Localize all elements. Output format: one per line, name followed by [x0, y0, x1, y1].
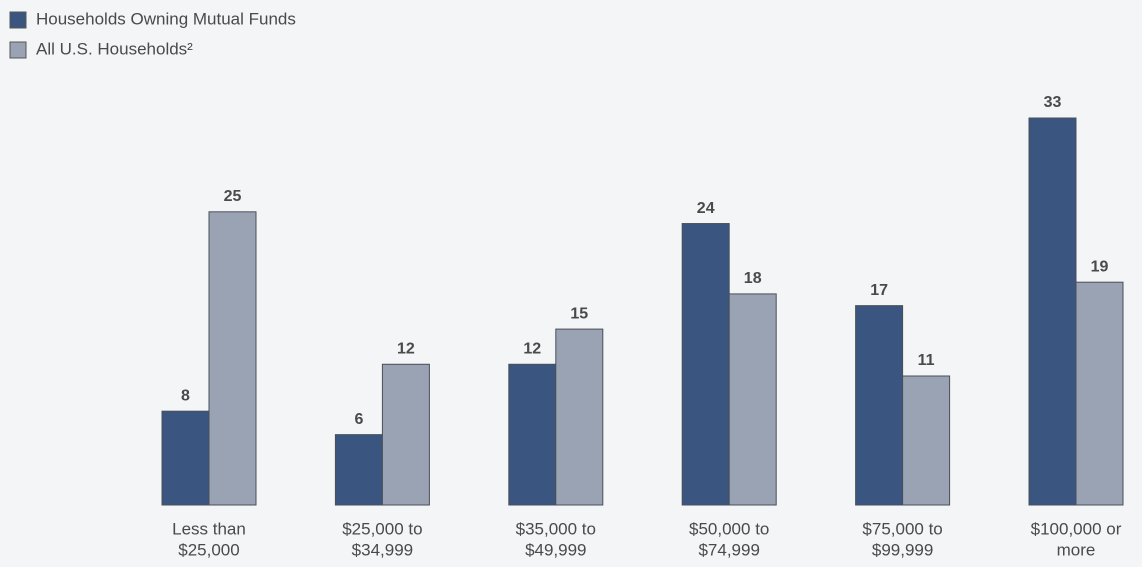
bar	[681, 223, 730, 506]
x-tick-label: $25,000	[178, 540, 239, 559]
bar	[1075, 281, 1124, 506]
bar	[555, 328, 604, 506]
bar	[728, 293, 777, 506]
x-tick-label: $99,999	[872, 540, 933, 559]
x-tick-label: more	[1057, 540, 1096, 559]
legend-label: Households Owning Mutual Funds	[36, 9, 296, 28]
value-label: 8	[181, 387, 190, 404]
value-label: 12	[397, 340, 415, 357]
value-label: 18	[744, 270, 762, 287]
value-label: 6	[354, 411, 363, 428]
value-label: 19	[1091, 258, 1109, 275]
x-tick-label: $74,999	[698, 540, 759, 559]
legend-label: All U.S. Households²	[36, 39, 193, 58]
value-label: 25	[224, 188, 242, 205]
value-label: 11	[918, 352, 935, 369]
legend-swatch	[9, 11, 27, 29]
x-tick-label: $49,999	[525, 540, 586, 559]
x-tick-label: $50,000 to	[689, 519, 769, 538]
x-tick-label: $34,999	[352, 540, 413, 559]
bar	[208, 211, 257, 506]
value-label: 33	[1044, 94, 1062, 111]
x-tick-label: Less than	[172, 519, 246, 538]
value-label: 15	[570, 305, 588, 322]
x-tick-label: $35,000 to	[516, 519, 596, 538]
bar	[161, 410, 210, 506]
bar	[855, 305, 904, 506]
bar	[508, 363, 557, 506]
value-label: 24	[697, 200, 715, 217]
x-tick-label: $100,000 or	[1031, 519, 1122, 538]
bar	[334, 434, 383, 506]
bar	[381, 363, 430, 506]
x-tick-label: $75,000 to	[862, 519, 942, 538]
x-tick-label: $25,000 to	[342, 519, 422, 538]
bar	[1028, 117, 1077, 506]
legend-swatch	[9, 41, 27, 59]
bar	[902, 375, 951, 506]
value-label: 12	[523, 340, 541, 357]
value-label: 17	[870, 282, 888, 299]
